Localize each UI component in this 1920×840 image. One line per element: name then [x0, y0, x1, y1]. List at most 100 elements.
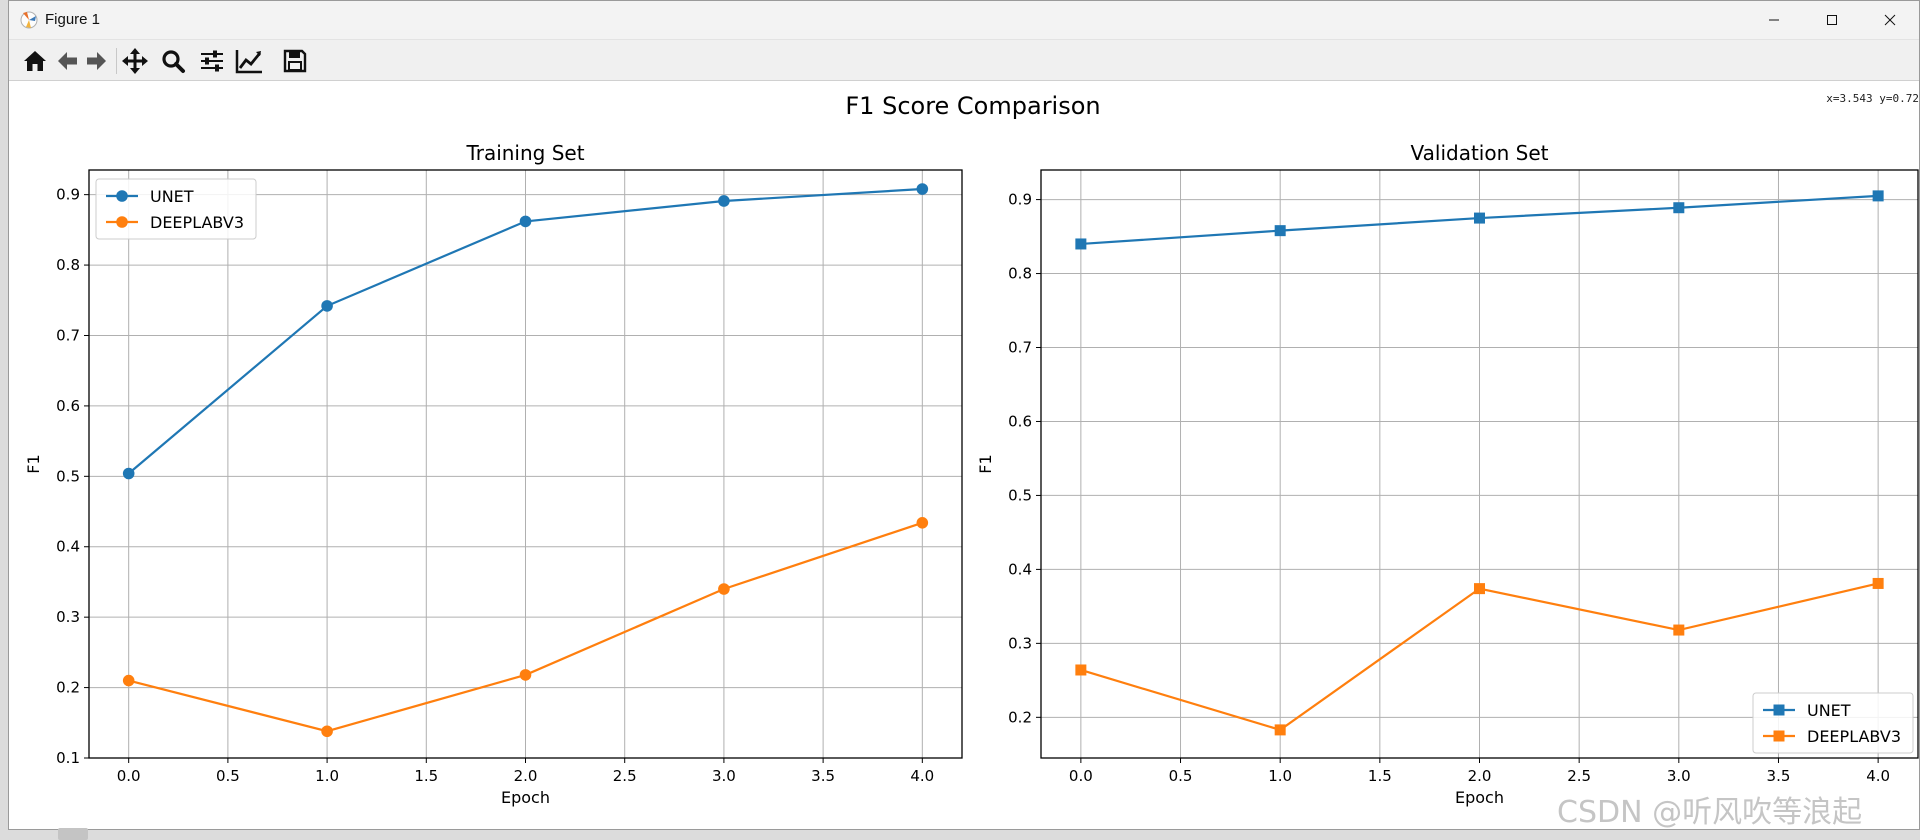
close-icon [1884, 14, 1896, 26]
validation-set-axes[interactable]: 0.0 0.5 1.0 1.5 2.0 2.5 3.0 3.5 4.0 0.2 0.3 0.4 0.5 0… [976, 141, 1919, 807]
configure-subplots-button[interactable] [196, 46, 228, 76]
training-set-y-tick-label: 0.7 [56, 326, 80, 344]
save-icon [283, 49, 307, 73]
training-set-series-unet-point [916, 183, 929, 195]
move-icon [122, 48, 148, 74]
validation-set-y-tick-label: 0.8 [1008, 265, 1032, 283]
training-set-title: Training Set [465, 141, 584, 165]
training-set-y-tick-label: 0.6 [56, 397, 80, 415]
training-set-y-tick-label: 0.4 [56, 538, 80, 556]
training-set-x-tick-label: 2.0 [514, 767, 538, 785]
figure-window: Figure 1 [8, 0, 1920, 830]
training-set-axes[interactable]: 0.0 0.5 1.0 1.5 2.0 2.5 3.0 3.5 4.0 0.1 0.2 0.3 0.4 0… [24, 141, 963, 807]
window-title: Figure 1 [45, 11, 101, 28]
validation-set-x-axis-label: Epoch [1455, 788, 1504, 807]
training-set-y-tick-label: 0.1 [56, 749, 80, 767]
navigation-toolbar: x=3.543 y=0.72 [9, 40, 1919, 105]
training-set-legend[interactable]: UNET DEEPLABV3 [95, 178, 257, 240]
validation-set-legend-deeplabv3-swatch-marker [1773, 730, 1785, 742]
training-set-x-tick-label: 0.0 [117, 767, 141, 785]
validation-set-x-tick-label: 2.0 [1468, 767, 1492, 785]
validation-set-series-unet-point [1673, 202, 1685, 214]
training-set-x-tick-label: 3.5 [811, 767, 835, 785]
validation-set-axes-frame [1040, 169, 1919, 759]
edit-parameters-button[interactable] [233, 46, 265, 76]
validation-set-y-tick-label: 0.2 [1008, 708, 1032, 726]
training-set-series-unet-point [519, 215, 532, 228]
zoom-button[interactable] [157, 46, 189, 76]
training-set-y-tick-label: 0.5 [56, 467, 80, 485]
training-set-x-tick-label: 1.0 [315, 767, 339, 785]
validation-set-series-deeplabv3-point [1872, 577, 1884, 589]
maximize-icon [1827, 15, 1837, 25]
maximize-button[interactable] [1803, 1, 1861, 39]
training-set-x-tick-label: 1.5 [414, 767, 438, 785]
training-set-x-tick-label: 0.5 [216, 767, 240, 785]
training-set-y-axis-label: F1 [24, 454, 43, 473]
background-window-edge [58, 828, 88, 840]
training-set-x-tick-label: 3.0 [712, 767, 736, 785]
save-button[interactable] [279, 46, 311, 76]
validation-set-x-tick-label: 2.5 [1567, 767, 1591, 785]
training-set-legend-deeplabv3-swatch-marker [116, 216, 128, 228]
validation-set-y-tick-label: 0.4 [1008, 560, 1032, 578]
validation-set-y-axis-label: F1 [976, 454, 995, 473]
training-set-y-tick-label: 0.2 [56, 679, 80, 697]
validation-set-series-deeplabv3-point [1474, 583, 1485, 595]
chart-line-icon [235, 50, 262, 74]
training-set-series-deeplabv3-point [122, 674, 135, 687]
validation-set-series-unet-point [1075, 238, 1087, 250]
toolbar-separator [116, 48, 117, 74]
validation-set-legend-box [1752, 692, 1914, 754]
title-bar[interactable]: Figure 1 [9, 1, 1919, 40]
watermark: CSDN @听风吹等浪起 [1557, 795, 1863, 830]
validation-set-legend-deeplabv3-label: DEEPLABV3 [1807, 727, 1901, 746]
figure-suptitle: F1 Score Comparison [845, 92, 1100, 120]
training-set-y-tick-label: 0.9 [56, 186, 80, 204]
validation-set-x-tick-label: 3.0 [1667, 767, 1691, 785]
validation-set-y-tick-label: 0.7 [1008, 339, 1032, 357]
figure-canvas[interactable]: F1 Score Comparison 0.0 0.5 1.0 1.5 2.0 2.5 3.… [9, 81, 1920, 826]
validation-set-x-tick-label: 4.0 [1866, 767, 1890, 785]
training-set-x-axis-label: Epoch [501, 788, 550, 807]
validation-set-x-tick-label: 1.0 [1268, 767, 1292, 785]
validation-set-legend[interactable]: UNET DEEPLABV3 [1752, 692, 1914, 754]
validation-set-series-deeplabv3-point [1075, 664, 1087, 676]
home-icon [24, 51, 46, 71]
validation-set-x-tick-label: 3.5 [1767, 767, 1791, 785]
pan-button[interactable] [119, 46, 151, 76]
validation-set-x-tick-label: 0.0 [1069, 767, 1093, 785]
minimize-button[interactable] [1745, 1, 1803, 39]
forward-button[interactable] [81, 46, 113, 76]
training-set-series-deeplabv3-point [718, 583, 730, 595]
back-icon [58, 52, 77, 70]
validation-set-y-tick-label: 0.9 [1008, 191, 1032, 209]
back-button[interactable] [51, 46, 83, 76]
validation-set-legend-unet-label: UNET [1807, 701, 1851, 720]
training-set-x-tick-label: 4.0 [910, 767, 934, 785]
validation-set-series-unet-point [1474, 212, 1485, 224]
training-set-y-tick-label: 0.8 [56, 256, 80, 274]
validation-set-series-unet-point [1274, 225, 1286, 237]
training-set-series-deeplabv3-point [321, 725, 333, 738]
validation-set-title: Validation Set [1411, 141, 1549, 165]
validation-set-series-unet-point [1872, 190, 1884, 202]
validation-set-x-tick-label: 1.5 [1368, 767, 1392, 785]
training-set-series-unet-point [122, 467, 135, 480]
home-button[interactable] [19, 46, 51, 76]
sliders-icon [201, 50, 223, 72]
training-set-series-deeplabv3-point [916, 517, 929, 529]
validation-set-y-tick-label: 0.3 [1008, 634, 1032, 652]
validation-set-series-deeplabv3-point [1274, 724, 1286, 736]
training-set-axes-frame [88, 169, 963, 759]
validation-set-legend-unet-swatch-marker [1773, 704, 1785, 716]
validation-set-x-tick-label: 0.5 [1169, 767, 1193, 785]
training-set-x-tick-label: 2.5 [613, 767, 637, 785]
training-set-legend-deeplabv3-label: DEEPLABV3 [150, 213, 244, 232]
training-set-series-unet-point [718, 195, 730, 207]
training-set-legend-unet-swatch-marker [116, 190, 128, 202]
close-button[interactable] [1861, 1, 1919, 39]
training-set-series-deeplabv3-point [519, 669, 532, 681]
training-set-y-tick-label: 0.3 [56, 608, 80, 626]
cursor-coordinates: x=3.543 y=0.72 [1826, 92, 1919, 105]
